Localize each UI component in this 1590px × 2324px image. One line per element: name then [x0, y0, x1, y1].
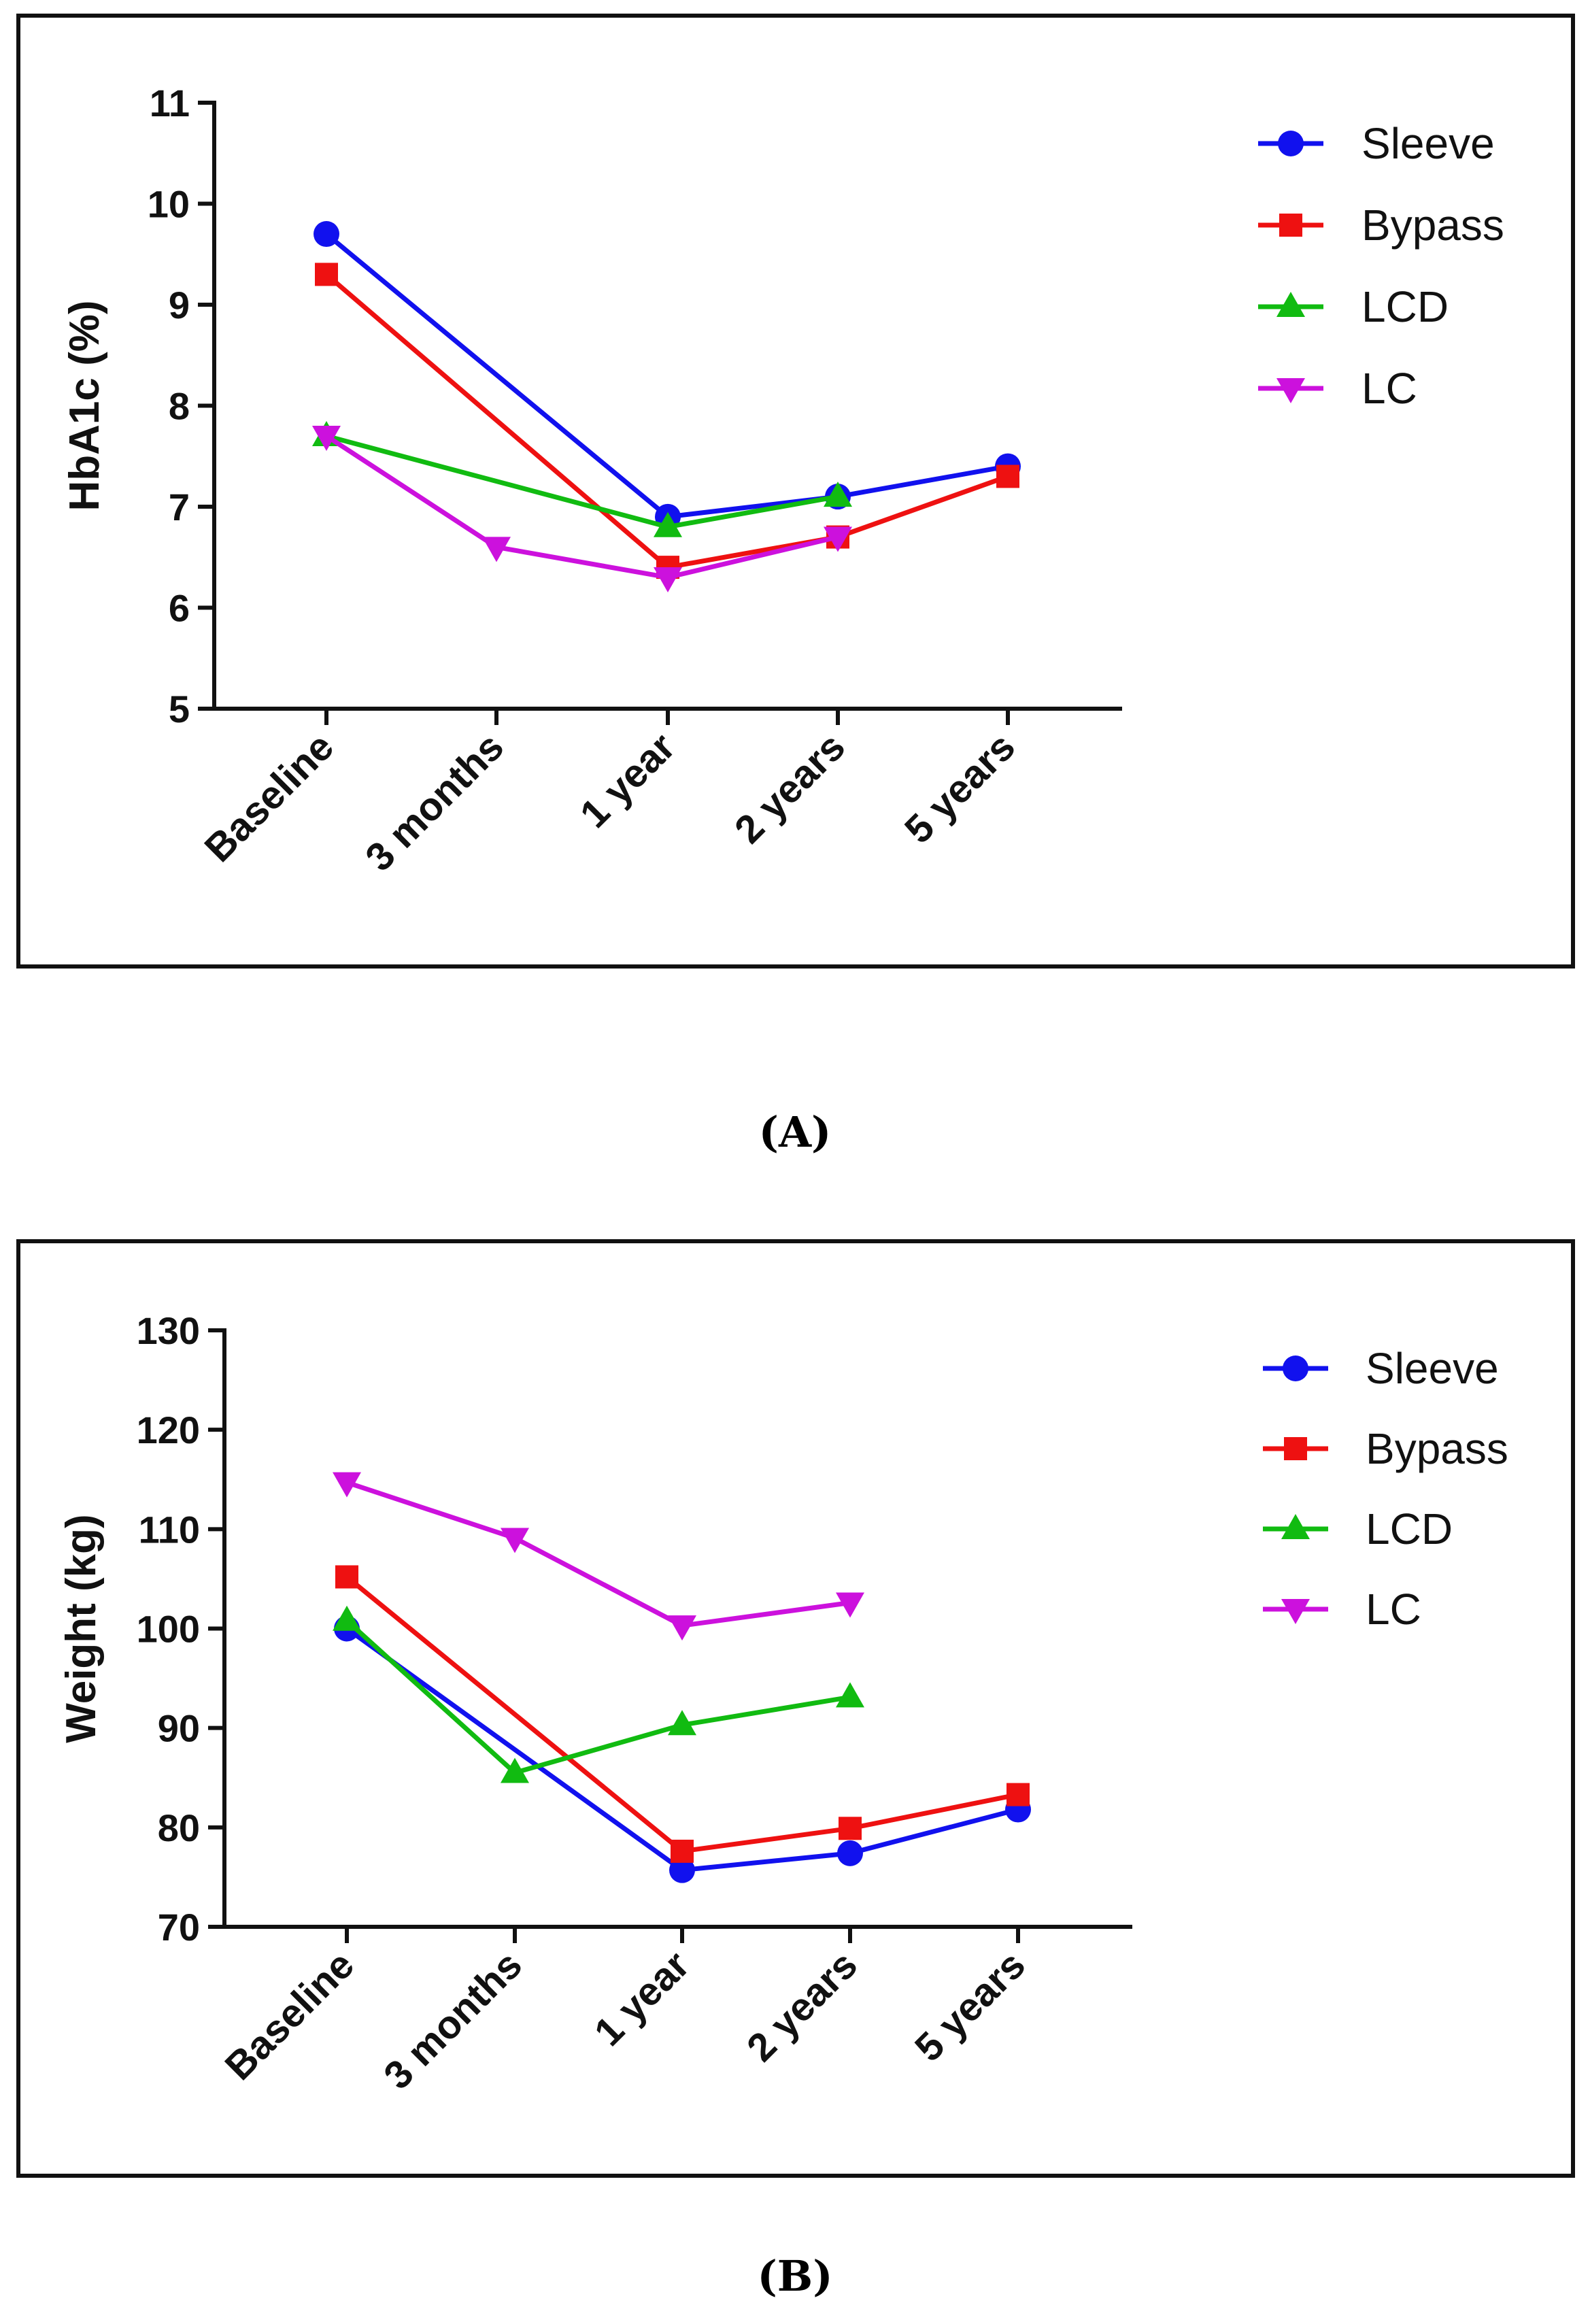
- panel-b-lcd-line: [345, 1619, 851, 1775]
- panel-a-lc-marker: [312, 426, 341, 452]
- panel-b-x-tick-label-1-year: 1 year: [586, 1942, 698, 2055]
- panel-a-legend-marker-bypass: [1279, 214, 1302, 237]
- panel-b-legend: Sleeve Bypass LCD LC: [1263, 1344, 1508, 1634]
- panel-a-y-tick-label: 8: [169, 385, 190, 428]
- panel-a-y-tick-label: 5: [169, 688, 190, 730]
- panel-b-sleeve-marker: [669, 1857, 695, 1883]
- panel-a-legend-label-bypass: Bypass: [1361, 201, 1504, 250]
- panel-a-sleeve-line: [324, 232, 1009, 520]
- panel-a-bypass-marker: [996, 465, 1019, 488]
- panel-a-lc-line: [325, 434, 839, 580]
- panel-b-bypass-marker: [335, 1565, 358, 1589]
- panel-a-y-tick-label: 9: [169, 284, 190, 326]
- panel-a-bypass-marker: [315, 263, 338, 286]
- panel-a-y-tick-label: 10: [148, 183, 190, 226]
- panel-a-x-tick-label-baseline: Baseline: [197, 724, 343, 871]
- panel-a-sleeve-marker: [314, 221, 339, 248]
- panel-b-lc-marker: [668, 1615, 696, 1641]
- panel-a-legend: Sleeve Bypass LCD LC: [1258, 119, 1504, 413]
- panel-a-x-tick-label-3-months: 3 months: [357, 724, 512, 879]
- panel-b-legend-marker-sleeve: [1283, 1355, 1308, 1381]
- panel-a-plot: 5 6 7 8 9 10 11 HbA1c (%) Baseline 3 months 1 year…: [61, 82, 1504, 879]
- panel-b-series-lcd: [333, 1605, 864, 1783]
- panel-a-legend-label-lc: LC: [1361, 364, 1417, 413]
- panel-a-x-tick-label-2-years: 2 years: [726, 724, 853, 852]
- panel-b-caption: (B): [757, 2251, 833, 2301]
- panel-a-y-axis-label: HbA1c (%): [61, 300, 108, 511]
- panel-a-legend-marker-sleeve: [1278, 131, 1304, 156]
- panel-a-series-lcd: [312, 421, 852, 537]
- panel-b-legend-marker-lcd: [1281, 1514, 1310, 1539]
- panel-b-legend-label-lc: LC: [1366, 1585, 1421, 1634]
- panel-b-series-lc: [333, 1472, 864, 1641]
- panel-b-x-tick-label-baseline: Baseline: [217, 1942, 363, 2089]
- panel-a-legend-label-lcd: LCD: [1361, 282, 1449, 331]
- panel-b-legend-marker-bypass: [1284, 1437, 1307, 1460]
- panel-b-legend-label-lcd: LCD: [1366, 1504, 1453, 1553]
- panel-b-lcd-marker: [501, 1757, 529, 1783]
- chart-panel-a-frame: [16, 14, 1575, 969]
- panel-b-y-tick-label: 130: [137, 1309, 200, 1352]
- panel-b-bypass-marker: [839, 1817, 862, 1840]
- panel-a-lc-marker: [824, 526, 852, 552]
- panel-a-y-tick-label: 6: [169, 587, 190, 630]
- panel-b-x-tick-label-3-months: 3 months: [375, 1942, 530, 2098]
- panel-b-lcd-marker: [668, 1710, 696, 1736]
- panel-a-x-tick-label-5-years: 5 years: [896, 724, 1024, 852]
- panel-a-lc-marker: [654, 567, 682, 592]
- panel-a-series-lc: [312, 426, 852, 592]
- panel-a-bypass-line: [324, 272, 1009, 570]
- panel-b-lcd-marker: [333, 1605, 361, 1631]
- panel-b-series-bypass: [335, 1565, 1030, 1863]
- panel-b-lc-line: [345, 1480, 851, 1628]
- panel-b-legend-label-bypass: Bypass: [1366, 1424, 1508, 1473]
- panel-b-lc-marker: [836, 1592, 864, 1618]
- panel-b-bypass-line: [345, 1574, 1019, 1854]
- panel-a-lcd-line: [326, 433, 839, 530]
- panel-b-sleeve-marker: [837, 1840, 863, 1866]
- panel-b-bypass-marker: [671, 1839, 694, 1863]
- panel-a-lc-marker: [482, 537, 511, 562]
- panel-a-legend-marker-lcd: [1276, 292, 1305, 317]
- panel-b-y-tick-label: 80: [158, 1806, 200, 1849]
- panel-b-bypass-marker: [1007, 1783, 1030, 1806]
- panel-b-lc-marker: [501, 1528, 529, 1553]
- panel-a-legend-marker-lc: [1276, 378, 1305, 403]
- panel-b-y-tick-label: 110: [139, 1508, 200, 1551]
- panel-b-y-tick-label: 70: [158, 1906, 200, 1949]
- panel-b-x-tick-label-5-years: 5 years: [907, 1942, 1034, 2070]
- panel-b-legend-label-sleeve: Sleeve: [1366, 1344, 1499, 1393]
- panel-a-y-tick-label: 7: [169, 486, 190, 528]
- panel-b-legend-marker-lc: [1281, 1599, 1310, 1624]
- panel-b-x-tick-label-2-years: 2 years: [739, 1942, 866, 2070]
- panel-a-caption: (A): [758, 1107, 832, 1157]
- panel-b-y-tick-label: 120: [137, 1409, 200, 1451]
- panel-b-y-axis-label: Weight (kg): [58, 1514, 105, 1742]
- panel-a-y-tick-label: 11: [150, 82, 190, 124]
- panel-a-lcd-marker: [654, 511, 682, 537]
- panel-b-y-tick-label: 90: [158, 1707, 200, 1750]
- panel-b-sleeve-line: [345, 1626, 1019, 1873]
- panel-a-series-sleeve: [314, 221, 1021, 530]
- panel-a-x-tick-label-1-year: 1 year: [572, 724, 684, 837]
- panel-b-y-tick-label: 100: [137, 1608, 200, 1651]
- panel-b-lc-marker: [333, 1472, 361, 1498]
- panel-a-legend-label-sleeve: Sleeve: [1361, 119, 1495, 168]
- panel-a-lcd-marker: [824, 482, 852, 507]
- panel-b-lcd-marker: [836, 1682, 864, 1708]
- panel-b-plot: 70 80 90 100 110 120 130 Weight (kg) Baseline 3 m…: [58, 1309, 1508, 2098]
